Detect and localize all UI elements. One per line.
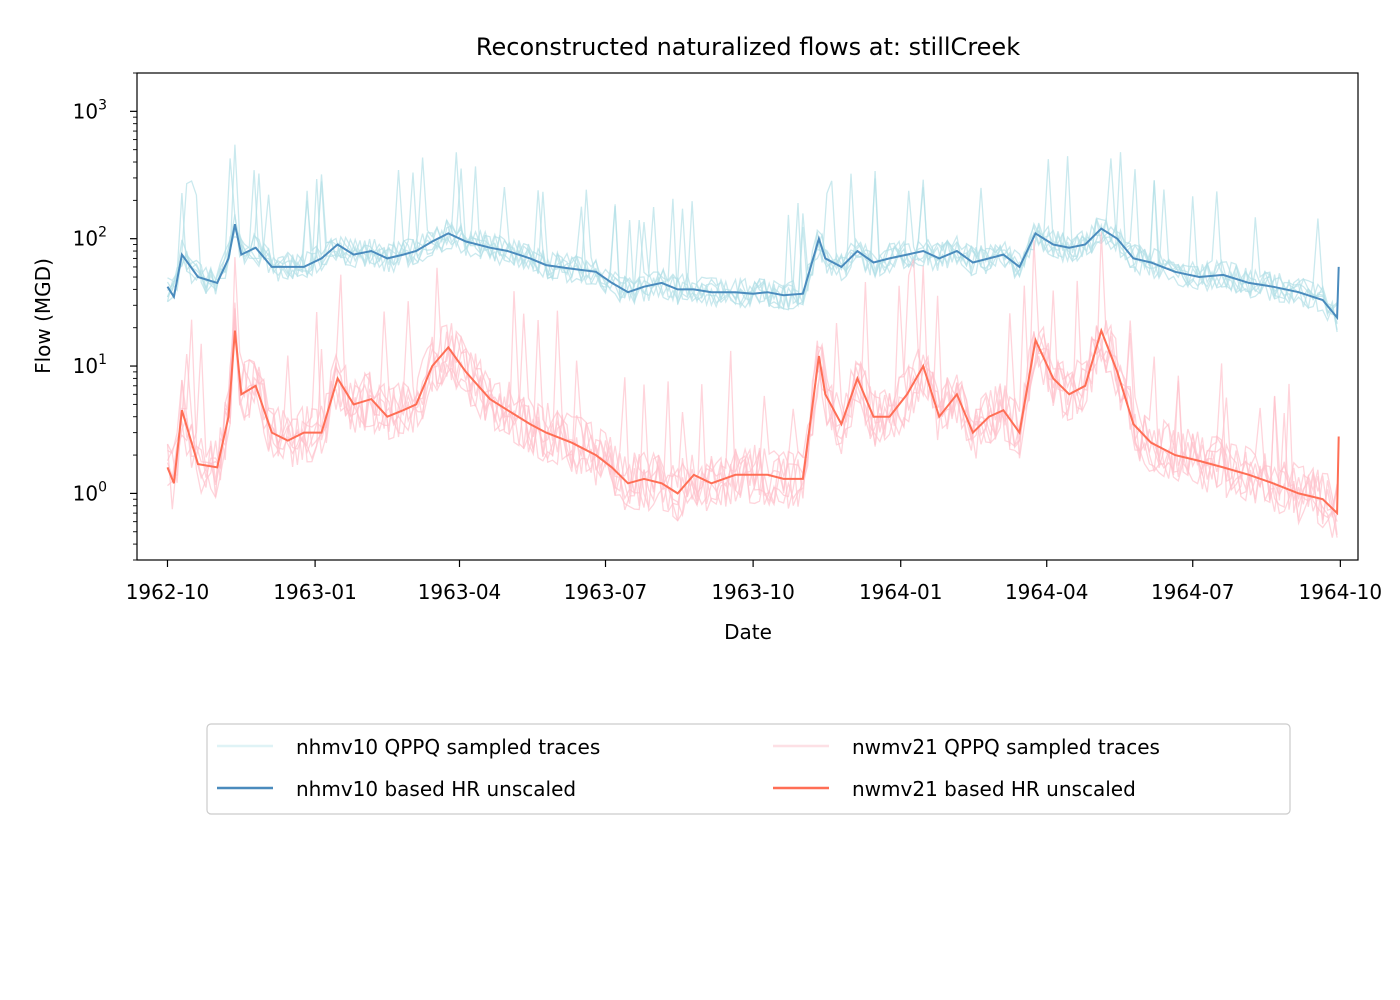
y-tick-label: 103	[73, 97, 107, 123]
legend-label-nhmv10-traces: nhmv10 QPPQ sampled traces	[296, 735, 600, 759]
x-tick-label: 1963-01	[273, 580, 357, 604]
y-tick-label: 100	[73, 479, 107, 505]
legend-box	[206, 723, 1291, 815]
series-line	[166, 223, 1340, 321]
plot-frame	[136, 72, 1359, 561]
x-tick-label: 1963-04	[418, 580, 502, 604]
x-tick-label: 1963-10	[711, 580, 795, 604]
legend: nhmv10 QPPQ sampled traces nhmv10 based …	[206, 723, 1291, 815]
x-tick-label: 1964-01	[859, 580, 943, 604]
x-tick-label: 1963-07	[564, 580, 648, 604]
legend-label-nwmv21-hr: nwmv21 based HR unscaled	[852, 777, 1136, 801]
x-axis-title: Date	[724, 620, 772, 644]
legend-label-nhmv10-hr: nhmv10 based HR unscaled	[296, 777, 576, 801]
y-axis-title: Flow (MGD)	[31, 258, 55, 374]
series-line	[166, 327, 1340, 516]
sampled-traces-layer	[166, 144, 1338, 538]
x-tick-label: 1962-10	[126, 580, 210, 604]
x-tick-label: 1964-04	[1005, 580, 1089, 604]
series-lines-layer	[166, 223, 1340, 516]
sampled-trace	[166, 265, 1338, 538]
sampled-trace	[166, 274, 1338, 522]
x-axis: 1962-10 1963-01 1963-04 1963-07 1963-10 1964-…	[126, 560, 1382, 604]
x-tick-label: 1964-07	[1151, 580, 1235, 604]
y-axis: 100 101 102 103	[73, 72, 137, 561]
x-tick-label: 1964-10	[1299, 580, 1383, 604]
y-tick-label: 101	[73, 352, 107, 378]
sampled-trace	[167, 157, 1338, 333]
y-tick-label: 102	[73, 225, 107, 251]
chart-title: Reconstructed naturalized flows at: stil…	[476, 33, 1020, 61]
legend-label-nwmv21-traces: nwmv21 QPPQ sampled traces	[852, 735, 1160, 759]
